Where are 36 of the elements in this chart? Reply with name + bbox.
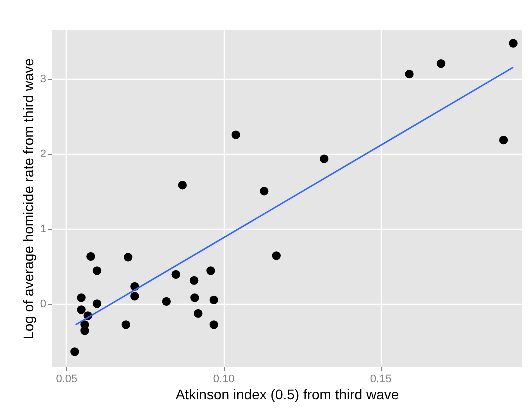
point <box>210 296 218 305</box>
point <box>172 270 180 280</box>
y-tick-label: 2 <box>40 148 46 160</box>
x-axis-title: Atkinson index (0.5) from third wave <box>176 386 400 402</box>
point <box>190 276 199 286</box>
point <box>232 130 240 140</box>
point <box>80 326 90 336</box>
point <box>130 292 140 301</box>
point <box>162 297 171 306</box>
x-tick-label: 0.15 <box>370 374 392 386</box>
x-tick-label: 0.10 <box>213 374 235 386</box>
point <box>509 39 518 48</box>
point <box>124 253 133 262</box>
point <box>92 300 102 308</box>
point <box>436 59 446 68</box>
y-tick-label: 1 <box>40 223 46 236</box>
point <box>194 309 203 318</box>
point <box>77 306 86 314</box>
point <box>210 320 218 330</box>
point <box>122 320 130 330</box>
point <box>190 294 200 302</box>
point <box>86 252 96 261</box>
point <box>499 136 508 145</box>
point <box>320 154 329 164</box>
point <box>405 70 414 79</box>
point <box>206 266 216 276</box>
y-tick-label: 3 <box>40 73 46 86</box>
point <box>92 266 102 276</box>
x-tick-label: 0.05 <box>56 374 78 386</box>
y-axis-title: Log of average homicide rate from third wave <box>20 58 36 340</box>
point <box>260 187 269 196</box>
point <box>77 294 86 302</box>
y-tick-label: 0 <box>40 298 46 310</box>
point <box>70 348 80 356</box>
point <box>272 252 281 260</box>
point <box>178 181 188 190</box>
